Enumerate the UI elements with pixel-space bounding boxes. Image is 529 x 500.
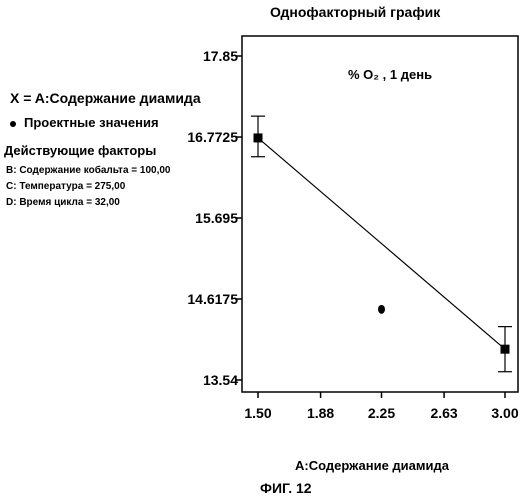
- data-point: [254, 133, 263, 142]
- plot-frame: [242, 36, 518, 392]
- figure-caption: ФИГ. 12: [260, 480, 312, 496]
- design-point: [378, 305, 385, 314]
- x-factor-label: X = A:Содержание диамида: [10, 90, 201, 106]
- y-tick-label: 14.6175: [187, 291, 238, 307]
- y-tick-label: 17.85: [203, 48, 238, 64]
- chart-marks: [251, 116, 512, 372]
- legend-design-label: Проектные значения: [24, 115, 159, 130]
- x-axis: 1.50 1.88 2.25 2.63 3.00: [244, 392, 518, 421]
- chart-title: Однофакторный график: [270, 4, 440, 20]
- x-tick-label: 1.88: [307, 405, 334, 421]
- x-axis-label: A:Содержание диамида: [295, 458, 449, 473]
- x-tick-label: 2.63: [430, 405, 457, 421]
- series-line: [258, 138, 505, 349]
- legend-design-points: Проектные значения: [10, 115, 159, 130]
- data-point: [501, 345, 510, 354]
- x-tick-label: 1.50: [244, 405, 271, 421]
- x-tick-label: 2.25: [368, 405, 395, 421]
- factor-item: C: Температура = 275,00: [6, 181, 125, 192]
- y-tick-label: 13.54: [203, 372, 238, 388]
- y-tick-label: 15.695: [195, 210, 238, 226]
- factor-item: B: Содержание кобальта = 100,00: [6, 165, 171, 176]
- factors-title: Действующие факторы: [4, 143, 156, 158]
- factor-item: D: Время цикла = 32,00: [6, 197, 120, 208]
- x-tick-label: 3.00: [491, 405, 518, 421]
- legend-dot-icon: [10, 121, 16, 127]
- chart-annotation: % O₂ , 1 день: [348, 67, 432, 82]
- y-tick-label: 16.7725: [187, 129, 238, 145]
